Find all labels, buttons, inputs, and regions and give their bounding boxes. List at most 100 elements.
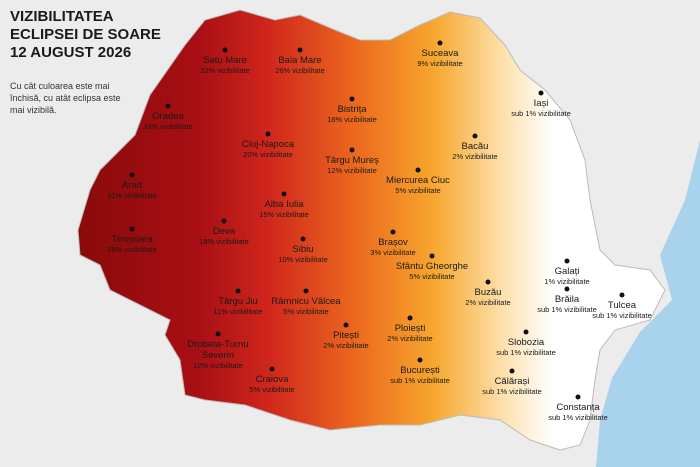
city-label: Slobozia sub 1% vizibilitate [496, 337, 556, 358]
city-dot [415, 167, 421, 173]
city-name: București [400, 365, 440, 376]
city-dot [221, 218, 227, 224]
city-dot [472, 133, 478, 139]
city-name: Sibiu [292, 244, 314, 255]
city-visibility: 11% vizibilitate [213, 307, 263, 316]
city-label: Drobeta-Turnu Severin 12% vizibilitate [181, 339, 255, 371]
city-visibility: 12% vizibilitate [327, 166, 377, 175]
city-label: Tulcea sub 1% vizibilitate [592, 300, 652, 321]
city-dot [437, 40, 443, 46]
city-dot [349, 96, 355, 102]
city-dot [485, 279, 491, 285]
city-visibility: 12% vizibilitate [193, 361, 243, 370]
city-label: Târgu Mureș 12% vizibilitate [325, 155, 379, 176]
city-visibility: sub 1% vizibilitate [390, 376, 450, 385]
city-dot [429, 253, 435, 259]
city-dot [235, 288, 241, 294]
city-visibility: 10% vizibilitate [278, 255, 328, 264]
city-name: Timișoara [111, 234, 153, 245]
city-label: Călărași sub 1% vizibilitate [482, 376, 542, 397]
city-dot [564, 286, 570, 292]
city-label: Alba Iulia 15% vizibilitate [259, 199, 309, 220]
city-visibility: sub 1% vizibilitate [511, 109, 571, 118]
city-name: Galați [554, 266, 580, 277]
city-label: Cluj-Napoca 20% vizibilitate [242, 139, 294, 160]
city-dot [269, 366, 275, 372]
city-dot [407, 315, 413, 321]
city-dot [619, 292, 625, 298]
city-visibility: 2% vizibilitate [465, 298, 511, 307]
city-visibility: 2% vizibilitate [323, 341, 369, 350]
city-name: Arad [121, 180, 143, 191]
city-visibility: sub 1% vizibilitate [496, 348, 556, 357]
city-name: Craiova [255, 374, 289, 385]
city-name: Târgu Jiu [218, 296, 258, 307]
city-label: Brăila sub 1% vizibilitate [537, 294, 597, 315]
city-visibility: sub 1% vizibilitate [548, 413, 608, 422]
city-visibility: 5% vizibilitate [395, 186, 441, 195]
city-visibility: 18% vizibilitate [199, 237, 249, 246]
city-label: Baia Mare 26% vizibilitate [275, 55, 325, 76]
city-dot [300, 236, 306, 242]
city-dot [303, 288, 309, 294]
city-name: Suceava [421, 48, 459, 59]
city-label: București sub 1% vizibilitate [390, 365, 450, 386]
city-label: Buzău 2% vizibilitate [465, 287, 510, 308]
city-label: Craiova 5% vizibilitate [249, 374, 294, 395]
city-dot [523, 329, 529, 335]
city-visibility: sub 1% vizibilitate [592, 311, 652, 320]
city-name: Călărași [494, 376, 530, 387]
city-label: Sfântu Gheorghe 5% vizibilitate [396, 261, 468, 282]
city-label: Arad 31% vizibilitate [107, 180, 157, 201]
city-visibility: 3% vizibilitate [370, 248, 416, 257]
city-dot [575, 394, 581, 400]
city-visibility: 5% vizibilitate [409, 272, 455, 281]
city-visibility: 31% vizibilitate [107, 191, 157, 200]
city-visibility: 5% vizibilitate [249, 385, 295, 394]
city-label: Suceava 9% vizibilitate [417, 48, 462, 69]
city-name: Buzău [474, 287, 502, 298]
city-dot [165, 103, 171, 109]
city-dot [222, 47, 228, 53]
city-dot [538, 90, 544, 96]
city-name: Deva [212, 226, 236, 237]
city-name: Râmnicu Vâlcea [271, 296, 341, 307]
city-label: Ploiești 2% vizibilitate [387, 323, 432, 344]
date: 12 AUGUST 2026 [10, 44, 132, 61]
city-label: Galați 1% vizibilitate [544, 266, 589, 287]
city-dot [390, 229, 396, 235]
city-visibility: 32% vizibilitate [200, 66, 250, 75]
city-visibility: 28% vizibilitate [107, 245, 157, 254]
city-name: Brăila [554, 294, 580, 305]
city-label: Bacău 2% vizibilitate [452, 141, 497, 162]
city-label: Râmnicu Vâlcea 5% vizibilitate [271, 296, 340, 317]
city-label: Miercurea Ciuc 5% vizibilitate [386, 175, 450, 196]
city-name: Sfântu Gheorghe [395, 261, 469, 272]
city-visibility: sub 1% vizibilitate [482, 387, 542, 396]
city-name: Bistrița [337, 104, 367, 115]
city-label: Constanța sub 1% vizibilitate [548, 402, 608, 423]
city-name: Miercurea Ciuc [386, 175, 450, 186]
city-dot [564, 258, 570, 264]
city-visibility: 15% vizibilitate [259, 210, 309, 219]
city-dot [281, 191, 287, 197]
romania [77, 9, 666, 451]
city-label: Sibiu 10% vizibilitate [278, 244, 328, 265]
city-visibility: sub 1% vizibilitate [537, 305, 597, 314]
city-name: Oradea [152, 111, 184, 122]
city-visibility: 5% vizibilitate [283, 307, 329, 316]
city-name: Drobeta-Turnu Severin [187, 339, 249, 361]
city-dot [215, 331, 221, 337]
city-visibility: 20% vizibilitate [243, 150, 293, 159]
description: Cu cât culoarea este mai închisă, cu atâ… [10, 81, 121, 115]
city-name: Iași [533, 98, 549, 109]
city-dot [129, 226, 135, 232]
city-name: Alba Iulia [264, 199, 304, 210]
city-label: Deva 18% vizibilitate [199, 226, 249, 247]
city-name: Baia Mare [278, 55, 322, 66]
city-visibility: 9% vizibilitate [417, 59, 463, 68]
city-name: Tulcea [607, 300, 637, 311]
city-dot [297, 47, 303, 53]
